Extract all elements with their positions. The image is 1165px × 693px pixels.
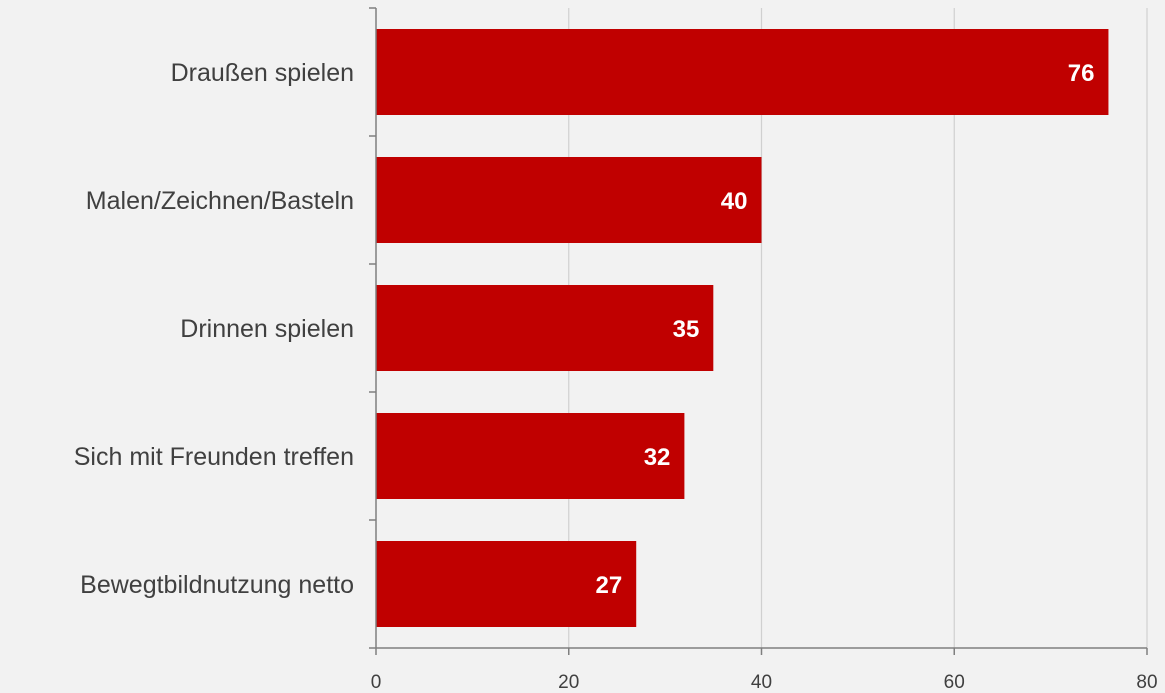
category-label: Malen/Zeichnen/Basteln (86, 187, 354, 215)
data-label: 40 (721, 188, 748, 215)
bar (376, 285, 714, 371)
data-label: 35 (673, 316, 700, 343)
data-label: 27 (596, 572, 623, 599)
x-tick-label: 60 (944, 672, 965, 693)
bar (376, 157, 762, 243)
data-label: 76 (1068, 60, 1095, 87)
bar (376, 413, 685, 499)
bar (376, 541, 637, 627)
category-label: Bewegtbildnutzung netto (80, 571, 354, 599)
category-label: Draußen spielen (171, 59, 354, 87)
x-tick-label: 20 (558, 672, 579, 693)
bar (376, 29, 1109, 115)
x-tick-label: 40 (751, 672, 772, 693)
data-label: 32 (644, 444, 671, 471)
category-label: Sich mit Freunden treffen (74, 443, 354, 471)
x-tick-label: 80 (1136, 672, 1157, 693)
labels: 0 20 40 60 80 Draußen spielen 76 Malen/Zeichnen… (74, 59, 1158, 693)
category-label: Drinnen spielen (180, 315, 354, 343)
axes (369, 7, 1148, 655)
bars (376, 29, 1109, 627)
x-tick-label: 0 (371, 672, 382, 693)
